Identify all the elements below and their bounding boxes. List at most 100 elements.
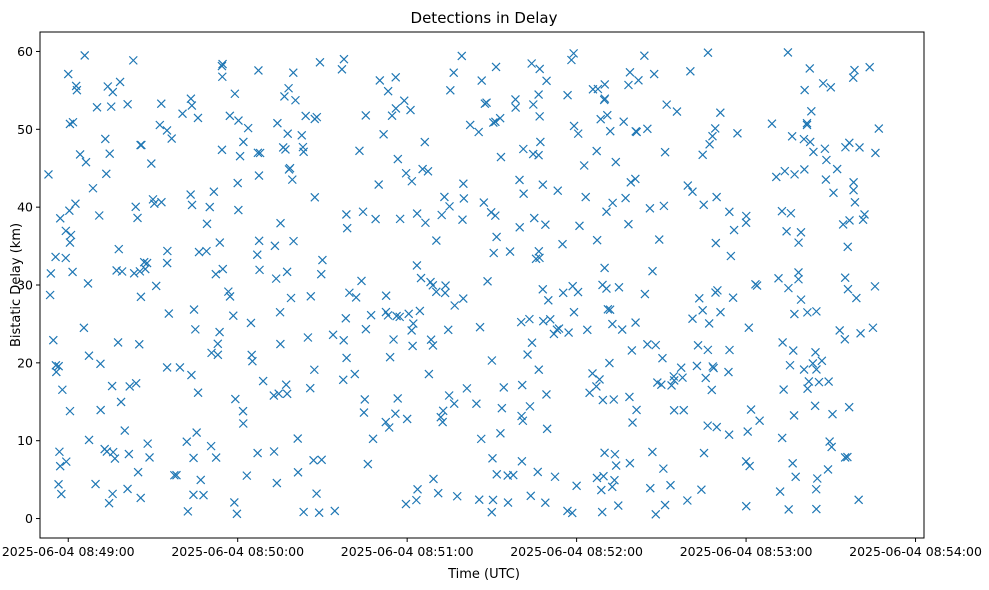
scatter-point [107, 381, 117, 391]
scatter-point [794, 238, 803, 248]
scatter-point [703, 345, 713, 355]
scatter-point [741, 218, 751, 228]
scatter-point [820, 144, 830, 154]
scatter-point [230, 89, 240, 99]
scatter-point [247, 350, 257, 360]
scatter-point [225, 111, 235, 121]
scatter-point [120, 426, 130, 435]
scatter-point [361, 324, 371, 334]
scatter-point [642, 124, 652, 134]
scatter-point [458, 294, 468, 303]
scatter-point [275, 307, 285, 317]
scatter-point [135, 266, 145, 276]
scatter-point [108, 87, 118, 97]
scatter-point [54, 361, 64, 371]
scatter-point [806, 106, 816, 116]
scatter-point [206, 441, 216, 451]
scatter-point [421, 218, 430, 228]
scatter-point [48, 335, 58, 345]
scatter-point [784, 283, 793, 293]
scatter-point [355, 146, 364, 156]
scatter-point [465, 120, 475, 130]
scatter-point [337, 64, 347, 74]
scatter-point [438, 406, 448, 416]
scatter-point [189, 453, 198, 463]
scatter-point [418, 164, 428, 174]
scatter-point [254, 236, 264, 246]
scatter-point [492, 469, 502, 479]
scatter-point [705, 139, 715, 149]
scatter-point [652, 378, 662, 387]
scatter-point [202, 219, 212, 229]
scatter-point [628, 418, 637, 427]
scatter-point [149, 199, 159, 209]
scatter-point [850, 65, 859, 75]
scatter-point [540, 220, 550, 230]
scatter-point [829, 188, 838, 198]
scatter-point [779, 385, 789, 394]
scatter-point [701, 373, 711, 383]
scatter-point [679, 405, 689, 415]
scatter-point [503, 471, 513, 480]
scatter-point [624, 80, 633, 90]
scatter-point [272, 478, 282, 488]
scatter-point [842, 452, 852, 462]
scatter-point [258, 376, 268, 386]
scatter-point [371, 214, 381, 224]
scatter-point [535, 111, 545, 121]
scatter-point [495, 113, 505, 123]
scatter-point [124, 449, 134, 459]
scatter-point [516, 317, 526, 327]
scatter-point [855, 143, 864, 152]
y-tick-label: 0 [25, 511, 33, 526]
scatter-point [613, 501, 623, 510]
scatter-point [437, 210, 447, 220]
scatter-point [511, 103, 521, 112]
scatter-point [413, 484, 422, 494]
scatter-point [676, 363, 686, 373]
scatter-point [711, 238, 721, 248]
scatter-point [817, 356, 827, 366]
scatter-point [80, 51, 90, 60]
scatter-point [253, 448, 263, 458]
scatter-point [375, 76, 385, 85]
scatter-point [123, 484, 132, 494]
scatter-point [660, 500, 670, 510]
scatter-point [519, 189, 529, 199]
scatter-point [123, 99, 133, 109]
scatter-point [786, 208, 796, 218]
scatter-point [106, 102, 116, 112]
scatter-point [755, 416, 765, 426]
scatter-point [309, 365, 319, 375]
scatter-point [234, 116, 243, 125]
scatter-point [217, 72, 227, 82]
scatter-point [605, 305, 615, 315]
scatter-point [654, 235, 664, 244]
scatter-point [391, 72, 401, 82]
scatter-point [293, 467, 303, 477]
scatter-point [187, 200, 197, 210]
scatter-point [474, 495, 484, 505]
scatter-point [218, 59, 227, 69]
scatter-point [617, 325, 627, 334]
scatter-point [597, 507, 607, 517]
scatter-point [186, 94, 196, 104]
scatter-point [710, 124, 720, 133]
scatter-point [164, 309, 174, 318]
scatter-point [688, 187, 697, 197]
scatter-point [744, 323, 754, 333]
scatter-point [105, 149, 115, 159]
scatter-point [812, 365, 821, 374]
scatter-point [790, 169, 799, 179]
scatter-point [157, 197, 166, 207]
scatter-point [811, 306, 821, 316]
scatter-point [525, 401, 535, 411]
scatter-point [802, 307, 812, 317]
scatter-point [811, 347, 820, 357]
scatter-point [399, 96, 409, 106]
scatter-point [746, 405, 756, 415]
scatter-point [802, 120, 812, 130]
scatter-point [64, 206, 74, 216]
